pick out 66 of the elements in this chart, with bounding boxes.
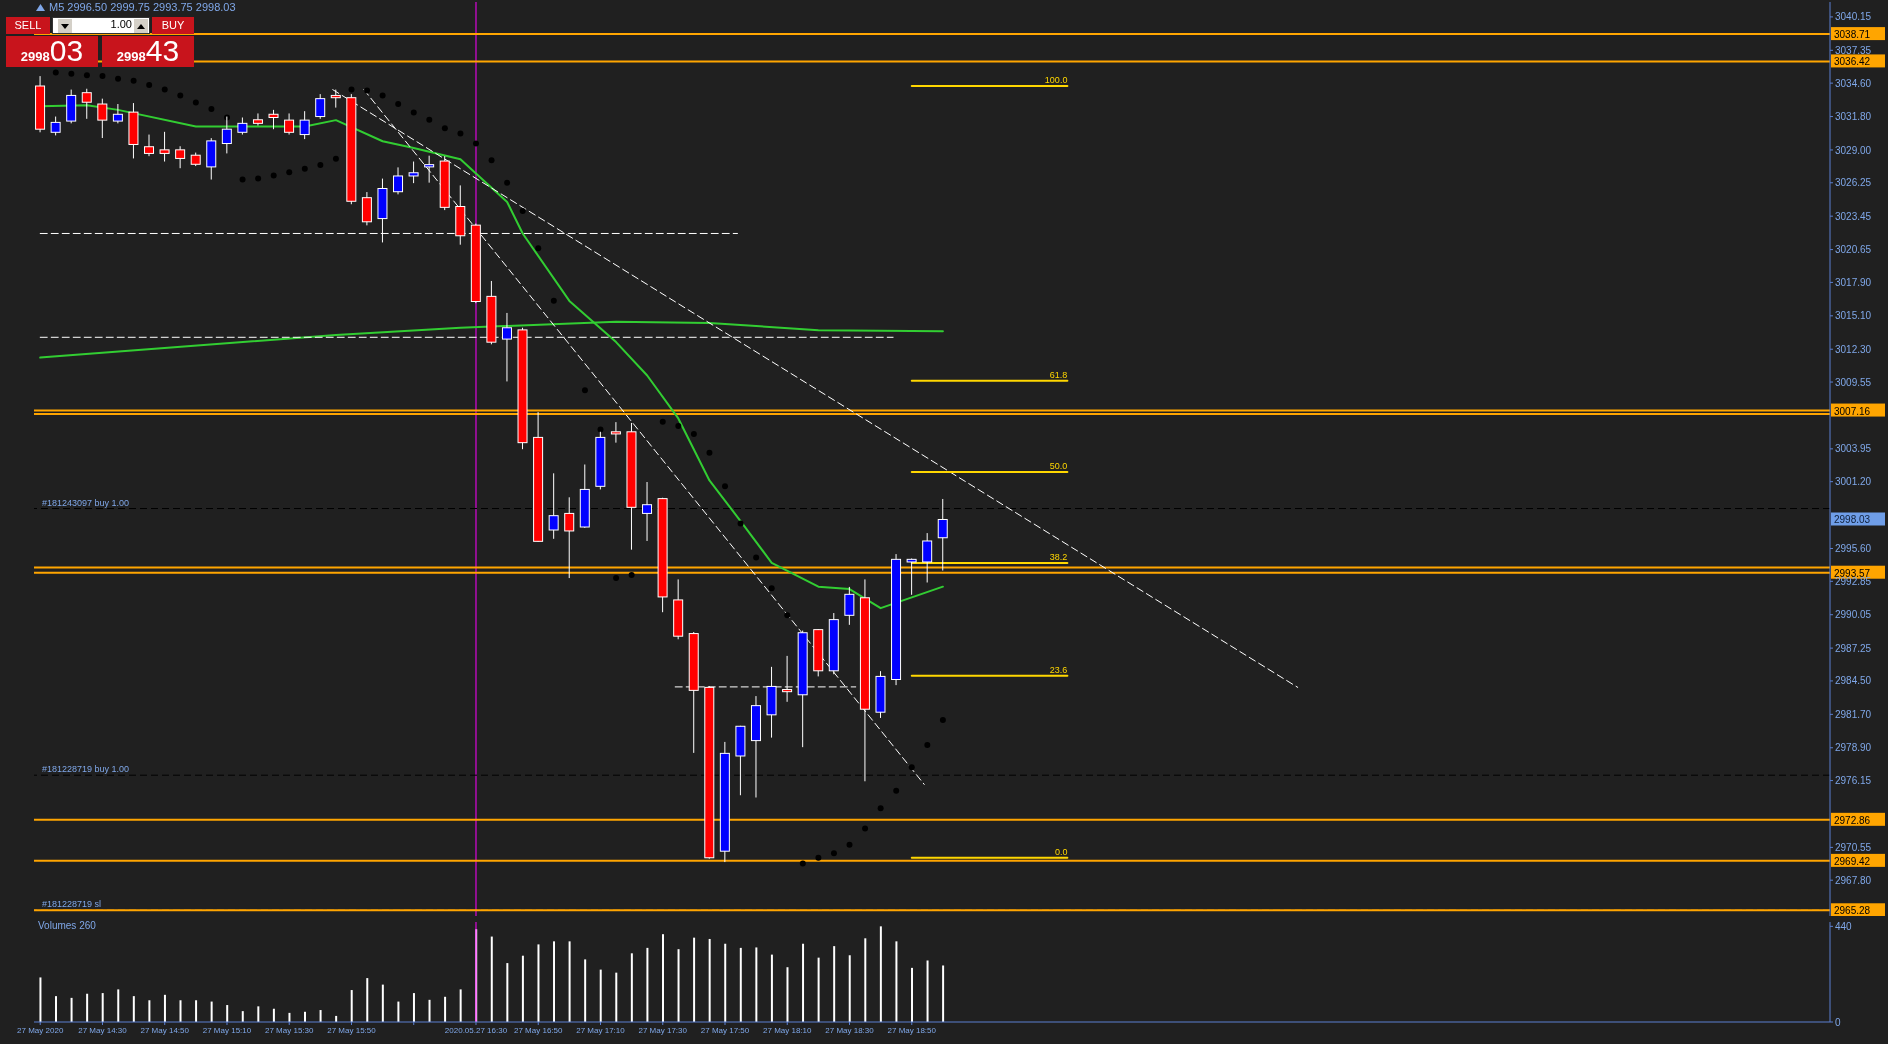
ref-line-label: 3007.16 [1834,405,1871,417]
y-tick-label: 3037.35 [1835,44,1872,56]
y-tick-label: 3003.95 [1835,443,1872,455]
price-box: 299843 [102,36,194,67]
y-tick-label: 2978.90 [1835,742,1872,754]
annotation: 2998 [20,49,50,66]
x-tick-label: 27 May 17:30 [638,1025,688,1035]
y-tick-label: 3040.15 [1835,11,1872,23]
x-tick-label: 27 May 17:50 [700,1025,750,1035]
series-label: 50.0 [1049,460,1068,471]
series-label: 38.2 [1049,551,1068,562]
y-tick-label: 2970.55 [1835,841,1872,853]
x-tick-label: 27 May 15:30 [265,1025,315,1035]
y-tick-label: 0 [1835,1016,1841,1028]
y-tick-label: 3015.10 [1835,310,1872,322]
ref-line-label: 2965.28 [1834,905,1871,917]
annotation: 03 [49,35,84,67]
series-label: 23.6 [1049,664,1068,675]
sell-button: SELL [6,17,50,34]
ref-line-label: 3038.71 [1834,29,1871,41]
chart-title: Volumes 260 [38,920,96,931]
x-tick-label: 27 May 15:50 [327,1025,377,1035]
y-tick-label: 2976.15 [1835,775,1872,787]
y-tick-label: 3012.30 [1835,343,1872,355]
x-tick-label: 27 May 2020 [17,1025,64,1035]
y-tick-label: 3031.80 [1835,111,1872,123]
x-tick-label: 27 May 16:50 [514,1025,564,1035]
y-tick-label: 3017.90 [1835,276,1872,288]
price-box: 299803 [6,36,98,67]
y-tick-label: 2967.80 [1835,874,1872,886]
y-tick-label: 2987.25 [1835,642,1872,654]
x-tick-label: 27 May 14:30 [78,1025,128,1035]
y-tick-label: 3034.60 [1835,77,1872,89]
y-tick-label: 2995.60 [1835,543,1872,555]
annotation: 43 [145,35,180,67]
annotation: 2998 [116,49,146,66]
series-label: 61.8 [1049,369,1068,380]
ref-line-label: 2969.42 [1834,855,1871,867]
y-tick-label: 3023.45 [1835,210,1872,222]
y-tick-label: 3009.55 [1835,376,1872,388]
y-tick-label: 3020.65 [1835,244,1872,256]
ref-line-label: 2972.86 [1834,814,1871,826]
x-tick-label: 2020.05.27 16:30 [444,1025,508,1035]
y-tick-label: 3029.00 [1835,144,1872,156]
y-tick-label: 2990.05 [1835,609,1872,621]
x-tick-label: 27 May 18:50 [887,1025,937,1035]
y-tick-label: 3026.25 [1835,177,1872,189]
ref-line-label: #181228719 sl [42,899,102,910]
y-tick-label: 3001.20 [1835,476,1872,488]
x-tick-label: 27 May 15:10 [202,1025,252,1035]
series-label: 0.0 [1054,846,1068,857]
annotation: 1.00 [109,18,132,30]
x-tick-label: 27 May 18:30 [825,1025,875,1035]
ref-line-label: #181228719 buy 1.00 [42,764,130,775]
y-tick-label: 440 [1835,920,1853,932]
x-tick-label: 27 May 18:10 [763,1025,813,1035]
ref-line-label: #181243097 buy 1.00 [42,497,130,508]
buy-button: BUY [152,17,194,34]
y-tick-label: 2984.50 [1835,675,1872,687]
chart-title: M5 2996.50 2999.75 2993.75 2998.03 [49,1,236,13]
x-tick-label: 27 May 14:50 [140,1025,190,1035]
series-label: 100.0 [1044,75,1068,85]
ref-line-label: 3036.42 [1834,56,1871,68]
text: 2998.03 [1834,514,1871,526]
y-tick-label: 2981.70 [1835,708,1872,720]
x-tick-label: 27 May 17:10 [576,1025,626,1035]
